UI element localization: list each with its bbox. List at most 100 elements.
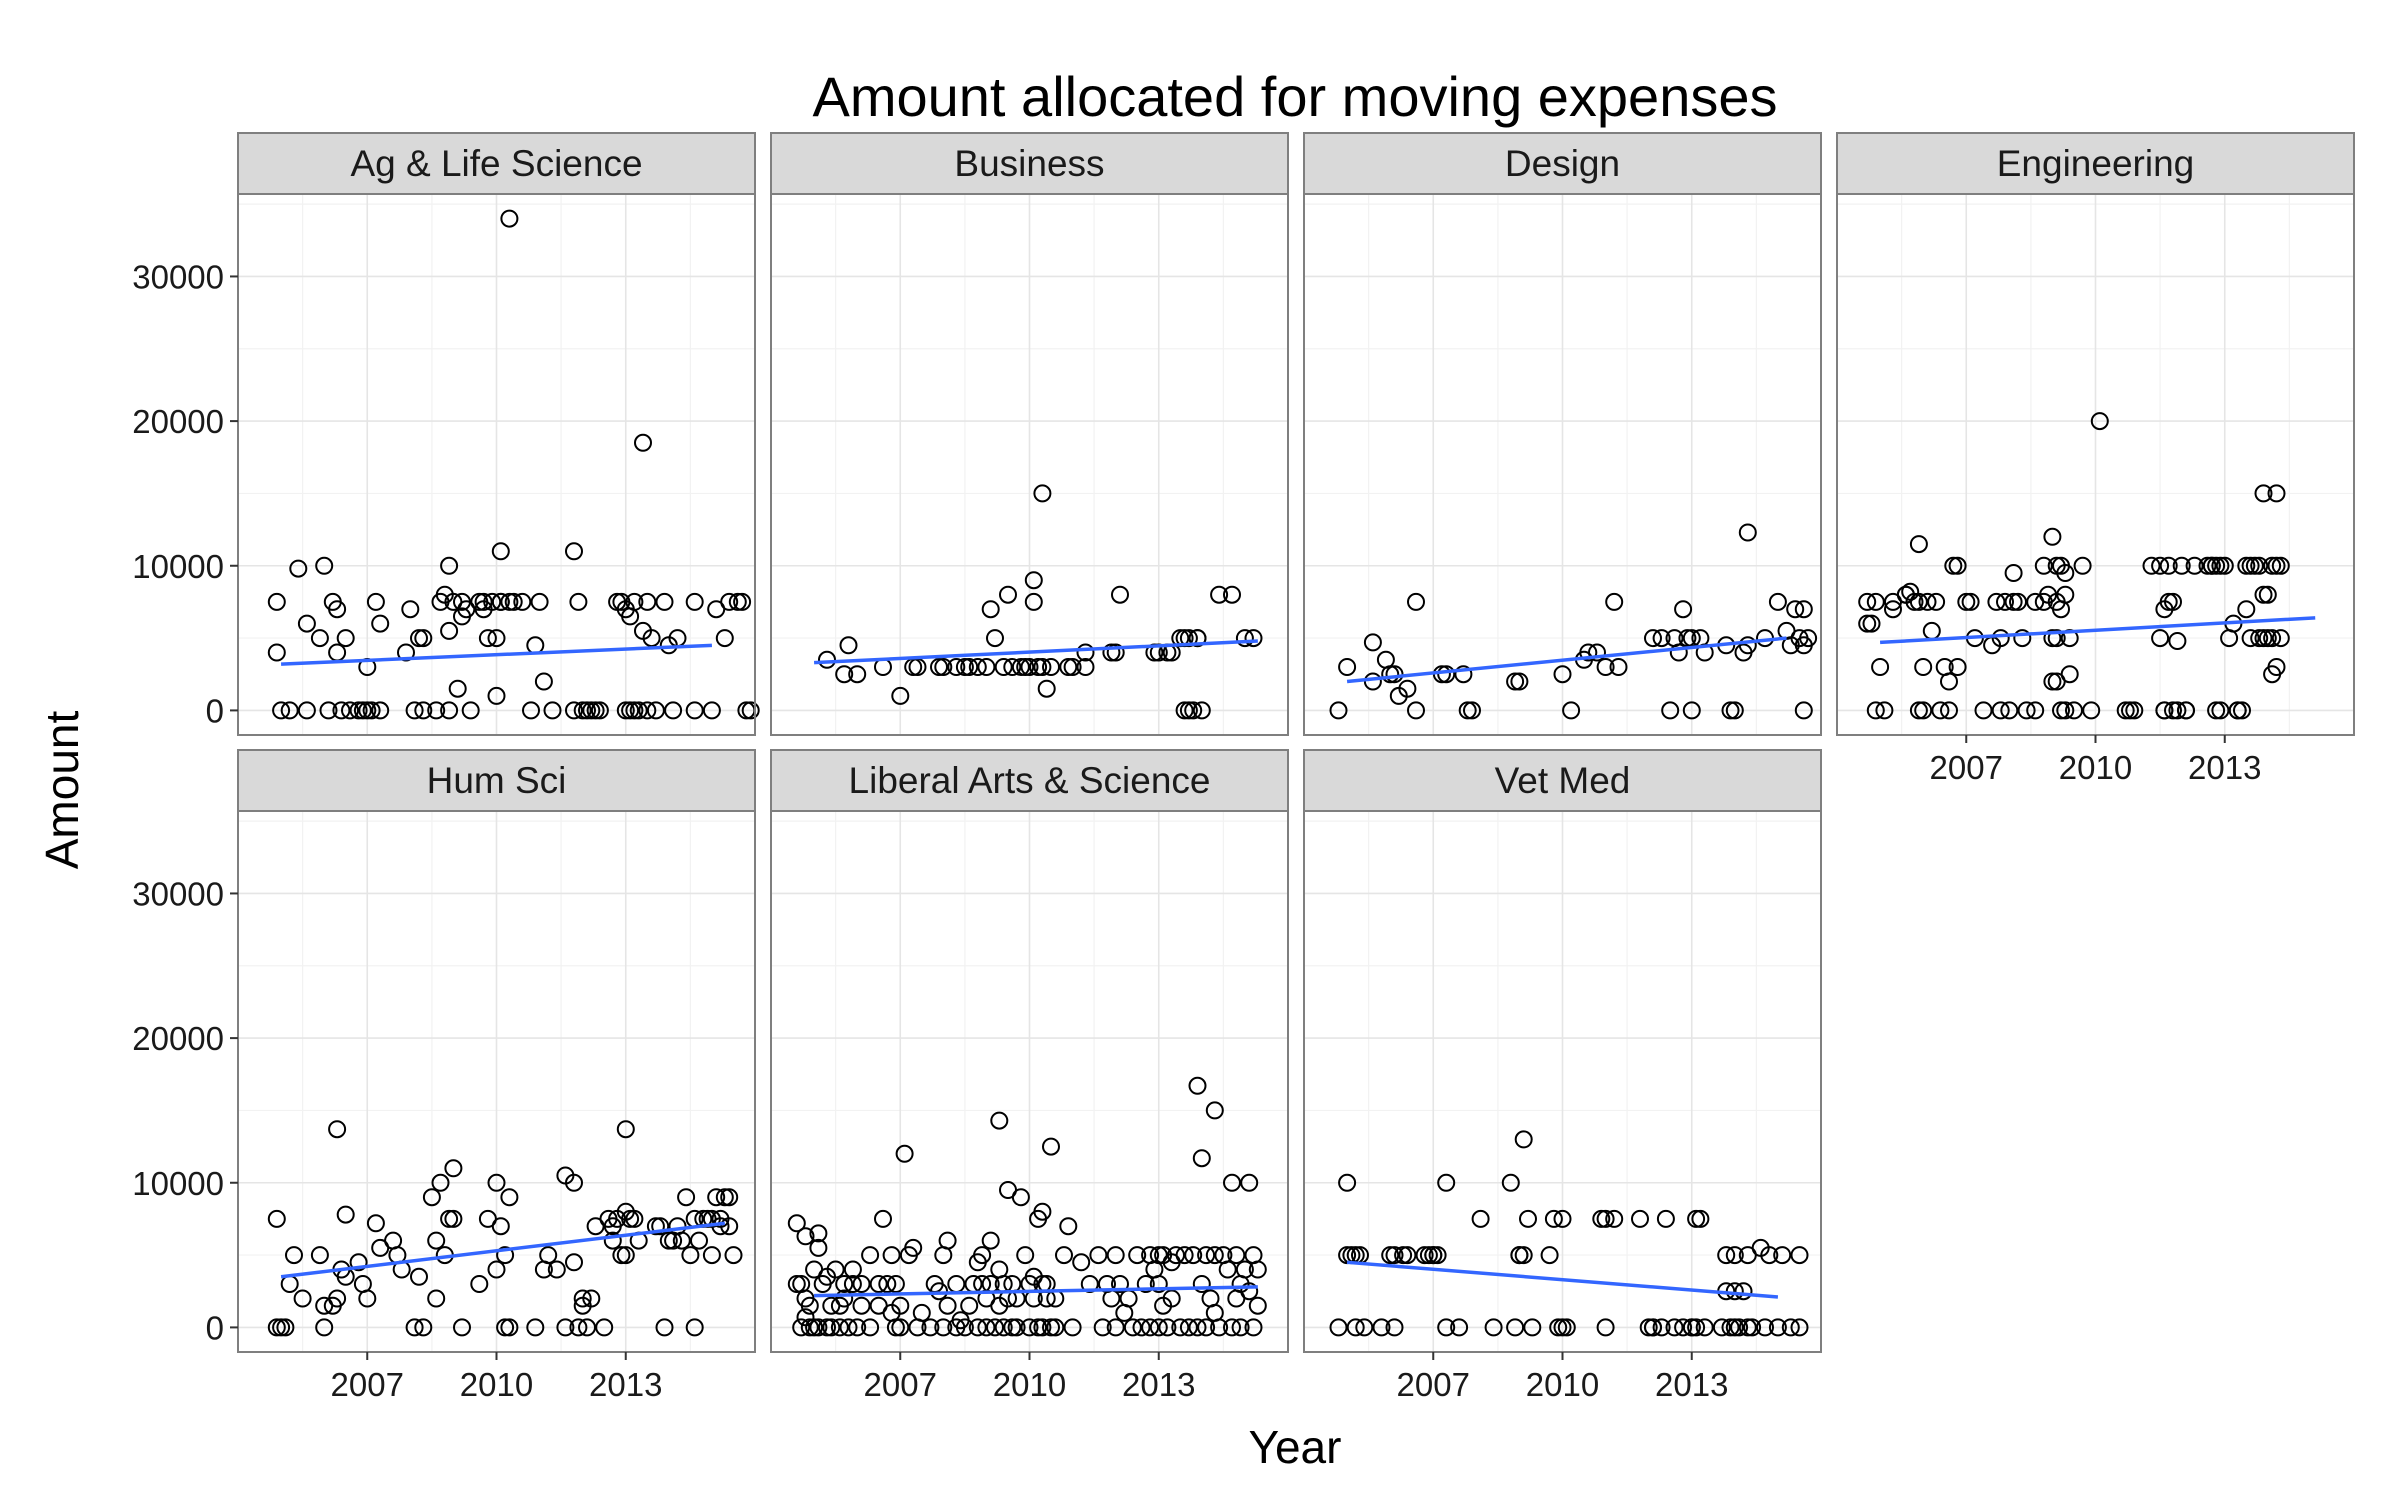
data-point	[2177, 701, 2195, 720]
data-point	[1024, 571, 1043, 590]
data-point	[839, 1318, 858, 1337]
panel-vet-med: Vet Med 2007 2010 2013	[1303, 749, 1822, 1403]
data-point	[414, 629, 433, 648]
data-point	[2202, 556, 2221, 575]
data-point	[1136, 1275, 1155, 1293]
data-point	[1235, 1260, 1254, 1279]
data-point	[1948, 658, 1967, 676]
data-point	[1609, 658, 1628, 676]
data-point	[2250, 629, 2269, 648]
data-point	[371, 614, 390, 633]
data-point	[2082, 701, 2101, 720]
data-point	[1128, 1246, 1147, 1265]
x-tick-label: 2007	[331, 1366, 404, 1403]
data-point	[2172, 556, 2191, 575]
y-tick-label: 0	[206, 692, 224, 729]
data-point	[843, 1275, 862, 1293]
trend-line	[280, 1221, 726, 1279]
data-point	[362, 701, 381, 720]
data-point	[968, 658, 987, 676]
data-point	[397, 643, 415, 662]
data-point	[1385, 1318, 1404, 1337]
data-point	[1076, 658, 1095, 676]
data-point	[440, 621, 459, 640]
data-point	[349, 701, 368, 720]
data-point	[573, 1289, 592, 1308]
data-point	[1669, 643, 1688, 662]
data-point	[1768, 1318, 1787, 1337]
data-point	[702, 701, 721, 720]
data-point	[543, 701, 562, 720]
data-point	[366, 592, 385, 611]
data-point	[990, 1111, 1009, 1130]
data-point	[672, 1231, 691, 1250]
data-point	[1223, 1173, 1241, 1192]
data-point	[994, 658, 1013, 676]
data-point	[822, 1318, 841, 1337]
data-point	[353, 701, 372, 720]
data-point	[986, 629, 1004, 648]
data-point	[720, 1217, 739, 1236]
data-point	[1016, 658, 1035, 676]
data-point	[405, 1318, 424, 1337]
data-point	[1063, 1318, 1082, 1337]
data-point	[1544, 1209, 1563, 1228]
data-point	[578, 1318, 596, 1337]
data-point	[1866, 592, 1885, 611]
data-point	[410, 1267, 428, 1286]
data-point	[2060, 665, 2079, 684]
data-point	[590, 701, 609, 720]
data-point	[1089, 1246, 1108, 1265]
data-point	[1799, 629, 1818, 648]
data-point	[2116, 701, 2135, 720]
data-point	[1398, 1246, 1417, 1265]
data-point	[2121, 701, 2139, 720]
data-point	[835, 1289, 854, 1308]
data-point	[1192, 701, 1211, 720]
data-point	[2164, 701, 2182, 720]
data-point	[886, 1318, 905, 1337]
data-point	[1020, 1318, 1039, 1337]
data-point	[642, 629, 661, 648]
data-point	[787, 1214, 806, 1233]
data-point	[280, 701, 299, 720]
data-point	[1458, 701, 1477, 720]
data-point	[1223, 1318, 1241, 1337]
panel-design: Design	[1303, 132, 1822, 736]
data-point	[427, 1289, 446, 1308]
data-point	[1725, 701, 1744, 720]
data-point	[1072, 1253, 1091, 1272]
data-point	[1106, 643, 1125, 662]
data-point	[569, 1318, 588, 1337]
data-point	[1111, 1275, 1129, 1293]
data-point	[1111, 585, 1129, 604]
data-point	[2004, 592, 2023, 611]
data-point	[869, 1275, 888, 1293]
data-point	[1905, 592, 1924, 611]
data-point	[994, 1318, 1013, 1337]
data-point	[2254, 585, 2273, 604]
data-point	[595, 1318, 614, 1337]
data-point	[1553, 1318, 1572, 1337]
data-point	[960, 658, 979, 676]
data-point	[2056, 564, 2075, 582]
data-point	[733, 592, 752, 611]
data-point	[565, 701, 583, 720]
data-point	[1639, 1318, 1658, 1337]
data-point	[826, 1260, 845, 1279]
data-point	[1540, 1246, 1559, 1265]
strip-label: Hum Sci	[427, 760, 567, 801]
data-point	[2215, 556, 2234, 575]
data-point	[904, 1238, 923, 1257]
data-point	[1862, 614, 1881, 633]
data-point	[1948, 556, 1967, 575]
data-point	[1454, 665, 1473, 684]
data-point	[1738, 1318, 1757, 1337]
trend-line	[1879, 616, 2316, 645]
data-point	[1329, 1318, 1348, 1337]
data-point	[852, 1275, 871, 1293]
data-point	[2155, 701, 2174, 720]
data-point	[1914, 701, 1933, 720]
data-point	[707, 1188, 726, 1207]
